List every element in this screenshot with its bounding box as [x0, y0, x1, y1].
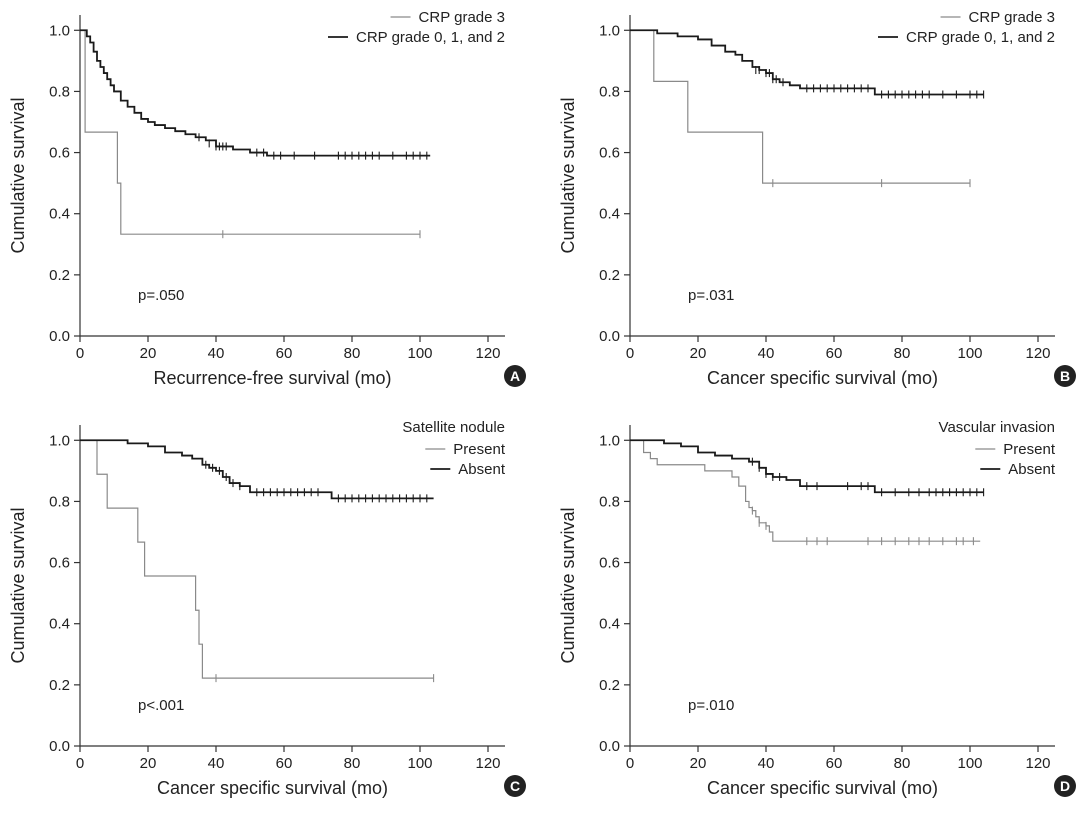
x-tick-label: 60: [826, 755, 843, 772]
y-tick-label: 1.0: [49, 432, 70, 449]
legend-entry-label: Present: [453, 441, 506, 458]
x-tick-label: 0: [76, 345, 84, 362]
y-axis-title: Cumulative survival: [558, 507, 578, 663]
y-tick-label: 0.2: [49, 677, 70, 694]
survival-curve: [80, 439, 434, 679]
y-tick-label: 0.8: [599, 83, 620, 100]
x-tick-label: 100: [957, 345, 982, 362]
p-value-annotation: p=.031: [688, 287, 734, 304]
p-value-annotation: p=.050: [138, 287, 184, 304]
y-tick-label: 0.6: [599, 555, 620, 572]
x-tick-label: 120: [1025, 345, 1050, 362]
panel-d: 0 20 40 60 80 100 120 0.0 0.2 0.4 0.6 0.8 1.0 Cancer …: [558, 419, 1076, 798]
x-tick-label: 80: [894, 345, 911, 362]
x-tick-label: 80: [344, 345, 361, 362]
survival-curve: [630, 29, 984, 96]
legend-entry-label: CRP grade 3: [969, 9, 1055, 26]
panel-badge: [1054, 365, 1076, 387]
panel-b: 0 20 40 60 80 100 120 0.0 0.2 0.4 0.6 0.8 1.0 Cancer …: [558, 9, 1076, 388]
x-axis-title: Cancer specific survival (mo): [157, 778, 388, 798]
y-axis-title: Cumulative survival: [8, 507, 28, 663]
y-axis-title: Cumulative survival: [8, 97, 28, 253]
p-value-annotation: p=.010: [688, 697, 734, 714]
panel-badge-label: A: [510, 368, 520, 384]
x-tick-label: 0: [76, 755, 84, 772]
x-axis-title: Cancer specific survival (mo): [707, 778, 938, 798]
y-tick-label: 0.2: [599, 267, 620, 284]
y-tick-label: 0.4: [599, 206, 620, 223]
x-tick-label: 20: [140, 345, 157, 362]
panel-badge-label: C: [510, 778, 520, 794]
y-tick-label: 0.0: [599, 328, 620, 345]
survival-curve: [80, 439, 434, 500]
y-tick-label: 0.4: [49, 206, 70, 223]
x-tick-label: 20: [690, 755, 707, 772]
y-tick-label: 0.0: [599, 738, 620, 755]
x-tick-label: 100: [957, 755, 982, 772]
y-tick-label: 0.8: [49, 83, 70, 100]
legend-entry-label: CRP grade 3: [419, 9, 505, 26]
x-tick-label: 80: [894, 755, 911, 772]
panel-badge: [1054, 775, 1076, 797]
y-tick-label: 1.0: [599, 22, 620, 39]
y-tick-label: 0.2: [49, 267, 70, 284]
x-tick-label: 120: [1025, 755, 1050, 772]
y-tick-label: 0.6: [49, 555, 70, 572]
legend-entry-label: Present: [1003, 441, 1056, 458]
x-tick-label: 40: [208, 755, 225, 772]
survival-curve: [80, 29, 431, 157]
legend-entry-label: CRP grade 0, 1, and 2: [906, 29, 1055, 46]
panel-c: 0 20 40 60 80 100 120 0.0 0.2 0.4 0.6 0.8 1.0 Cancer …: [8, 419, 526, 798]
x-tick-label: 40: [208, 345, 225, 362]
survival-curve: [80, 29, 420, 235]
y-tick-label: 0.4: [599, 616, 620, 633]
panel-a: 0 20 40 60 80 100 120 0.0 0.2 0.4 0.6 0.8 1.0 Recurre…: [8, 9, 526, 388]
x-tick-label: 40: [758, 345, 775, 362]
x-axis-title: Cancer specific survival (mo): [707, 368, 938, 388]
p-value-annotation: p<.001: [138, 697, 184, 714]
x-tick-label: 100: [407, 345, 432, 362]
x-tick-label: 80: [344, 755, 361, 772]
panel-badge: [504, 365, 526, 387]
x-tick-label: 120: [475, 345, 500, 362]
legend-title: Vascular invasion: [939, 419, 1055, 436]
x-tick-label: 120: [475, 755, 500, 772]
panel-badge-label: B: [1060, 368, 1070, 384]
y-tick-label: 1.0: [599, 432, 620, 449]
y-tick-label: 0.8: [599, 493, 620, 510]
y-tick-label: 0.4: [49, 616, 70, 633]
legend-entry-label: Absent: [458, 461, 506, 478]
x-axis-title: Recurrence-free survival (mo): [153, 368, 391, 388]
legend-entry-label: CRP grade 0, 1, and 2: [356, 29, 505, 46]
x-tick-label: 60: [826, 345, 843, 362]
y-tick-label: 0.6: [49, 145, 70, 162]
x-tick-label: 0: [626, 755, 634, 772]
y-axis-title: Cumulative survival: [558, 97, 578, 253]
x-tick-label: 60: [276, 345, 293, 362]
x-tick-label: 60: [276, 755, 293, 772]
survival-curve: [630, 439, 981, 542]
panel-badge-label: D: [1060, 778, 1070, 794]
survival-curve: [630, 29, 970, 184]
survival-curve: [630, 439, 984, 494]
y-tick-label: 0.0: [49, 738, 70, 755]
x-tick-label: 40: [758, 755, 775, 772]
y-tick-label: 0.2: [599, 677, 620, 694]
x-tick-label: 20: [690, 345, 707, 362]
x-tick-label: 20: [140, 755, 157, 772]
y-tick-label: 0.8: [49, 493, 70, 510]
y-tick-label: 0.0: [49, 328, 70, 345]
x-tick-label: 100: [407, 755, 432, 772]
panel-badge: [504, 775, 526, 797]
x-tick-label: 0: [626, 345, 634, 362]
legend-entry-label: Absent: [1008, 461, 1056, 478]
y-tick-label: 1.0: [49, 22, 70, 39]
legend-title: Satellite nodule: [402, 419, 505, 436]
y-tick-label: 0.6: [599, 145, 620, 162]
